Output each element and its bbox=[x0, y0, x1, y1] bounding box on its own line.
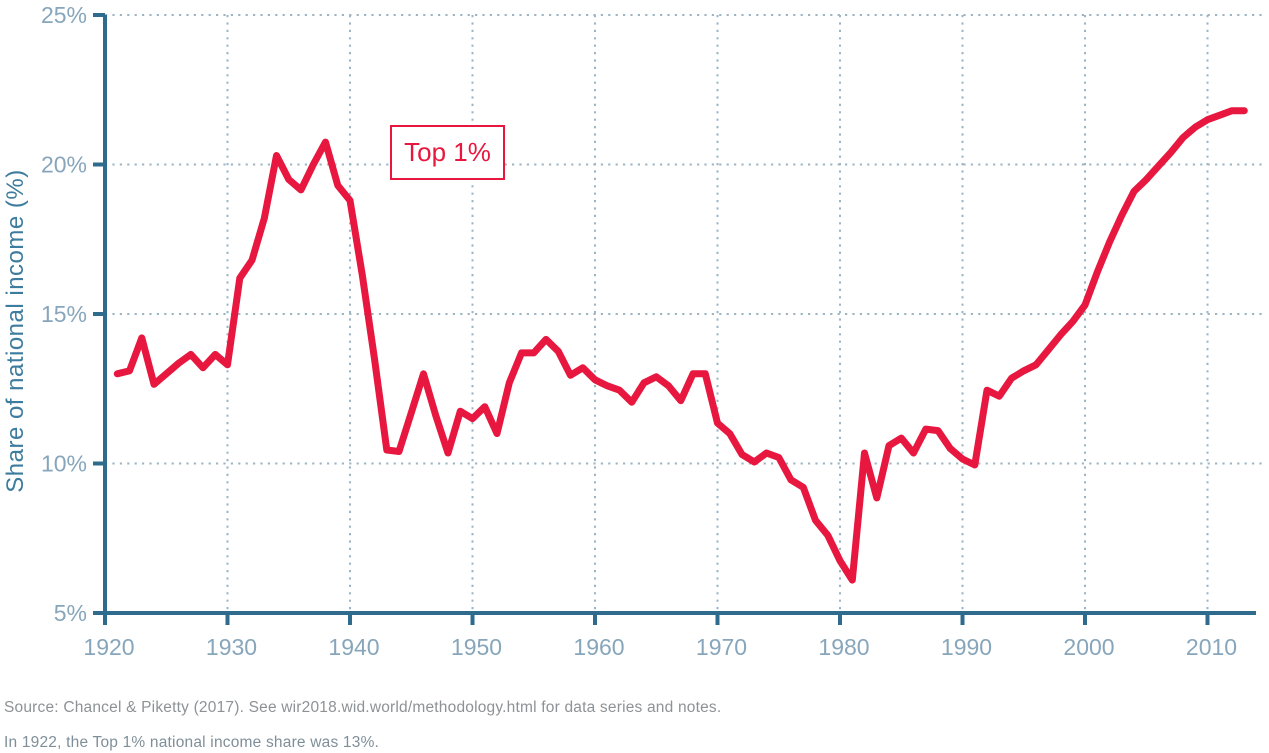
top1-series-line bbox=[113, 107, 1248, 584]
y-tick-label: 10% bbox=[41, 451, 87, 477]
x-tick-label: 1950 bbox=[451, 634, 502, 660]
y-tick-label: 15% bbox=[41, 301, 87, 327]
series-annotation-label: Top 1% bbox=[404, 137, 491, 167]
y-tick-label: 20% bbox=[41, 152, 87, 178]
source-text: Source: Chancel & Piketty (2017). See wi… bbox=[4, 699, 722, 716]
series-annotation-box: Top 1% bbox=[390, 125, 505, 180]
chart-canvas: 25% 20% 15% 10% 5% 1920 1930 1940 1950 1960 1970 19… bbox=[41, 2, 1262, 660]
x-tick-label: 2000 bbox=[1063, 634, 1114, 660]
y-tick-label: 5% bbox=[54, 600, 87, 626]
y-axis-title: Share of national income (%) bbox=[2, 169, 29, 493]
x-tick-label: 1990 bbox=[941, 634, 992, 660]
y-tick-label: 25% bbox=[41, 2, 87, 28]
x-tick-label: 1940 bbox=[328, 634, 379, 660]
x-tick-label: 1980 bbox=[818, 634, 869, 660]
footnote-text: In 1922, the Top 1% national income shar… bbox=[4, 734, 380, 751]
x-tick-label: 2010 bbox=[1186, 634, 1237, 660]
x-tick-label: 1920 bbox=[83, 634, 134, 660]
x-tick-label: 1930 bbox=[206, 634, 257, 660]
x-tick-label: 1960 bbox=[573, 634, 624, 660]
x-tick-label: 1970 bbox=[696, 634, 747, 660]
